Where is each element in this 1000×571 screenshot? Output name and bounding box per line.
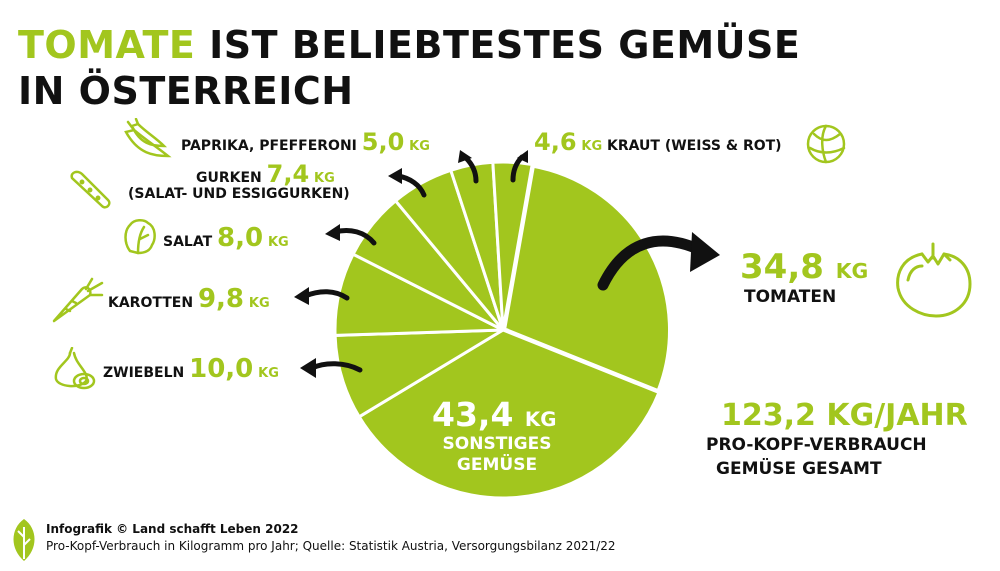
arrowhead-salat: [325, 224, 340, 241]
label-salat: SALAT 8,0 KG: [163, 223, 289, 253]
label-tomaten-name: TOMATEN: [744, 287, 837, 307]
label-tomaten-value: 34,8 KG: [740, 247, 869, 287]
arrow-zwiebeln: [309, 361, 363, 373]
cabbage-icon: [806, 124, 846, 164]
title-highlight: TOMATE: [18, 23, 196, 67]
page-title: TOMATE IST BELIEBTESTES GEMÜSE IN ÖSTERR…: [18, 22, 800, 114]
label-paprika: PAPRIKA, PFEFFERONI 5,0 KG: [181, 128, 430, 156]
label-karotten: KAROTTEN 9,8 KG: [108, 284, 270, 314]
leaf-logo-icon: [13, 519, 35, 561]
label-kraut: 4,6 KG KRAUT (WEISS & ROT): [534, 128, 782, 156]
arrow-tomaten: [597, 235, 706, 291]
pie-slice-7: [491, 160, 534, 331]
footer-source: Pro-Kopf-Verbrauch in Kilogramm pro Jahr…: [46, 539, 616, 553]
label-gurken: GURKEN 7,4 KG: [196, 160, 335, 188]
arrowhead-kraut: [517, 150, 528, 163]
footer-credit: Infografik © Land schafft Leben 2022: [46, 522, 299, 536]
onion-icon: [54, 347, 96, 390]
total-label-1: PRO-KOPF-VERBRAUCH: [706, 435, 927, 455]
chili-pepper-icon: [124, 118, 172, 158]
arrowhead-karotten: [294, 287, 309, 305]
carrot-icon: [52, 277, 104, 323]
arrowhead-zwiebeln: [300, 358, 316, 378]
total-value: 123,2 KG/JAHR: [721, 398, 968, 433]
footer: Infografik © Land schafft Leben 2022 Pro…: [46, 521, 616, 555]
total-label-2: GEMÜSE GESAMT: [716, 459, 882, 479]
tomato-icon: [896, 242, 972, 318]
arrowhead-paprika: [458, 150, 472, 163]
cucumber-icon: [70, 170, 111, 209]
label-sonstiges-name: SONSTIGES GEMÜSE: [442, 434, 552, 475]
label-gurken-sub: (SALAT- UND ESSIGGURKEN): [128, 186, 350, 202]
label-zwiebeln: ZWIEBELN 10,0 KG: [103, 354, 279, 384]
lettuce-icon: [124, 219, 156, 255]
arrow-karotten: [302, 289, 350, 301]
label-sonstiges-value: 43,4 KG: [432, 395, 557, 434]
pie-slice-0: [499, 161, 675, 397]
arrowhead-gurken: [388, 168, 402, 184]
title-rest-1: IST BELIEBTESTES GEMÜSE: [209, 23, 801, 67]
arrowhead-tomaten: [690, 232, 720, 272]
title-rest-2: IN ÖSTERREICH: [18, 69, 354, 113]
